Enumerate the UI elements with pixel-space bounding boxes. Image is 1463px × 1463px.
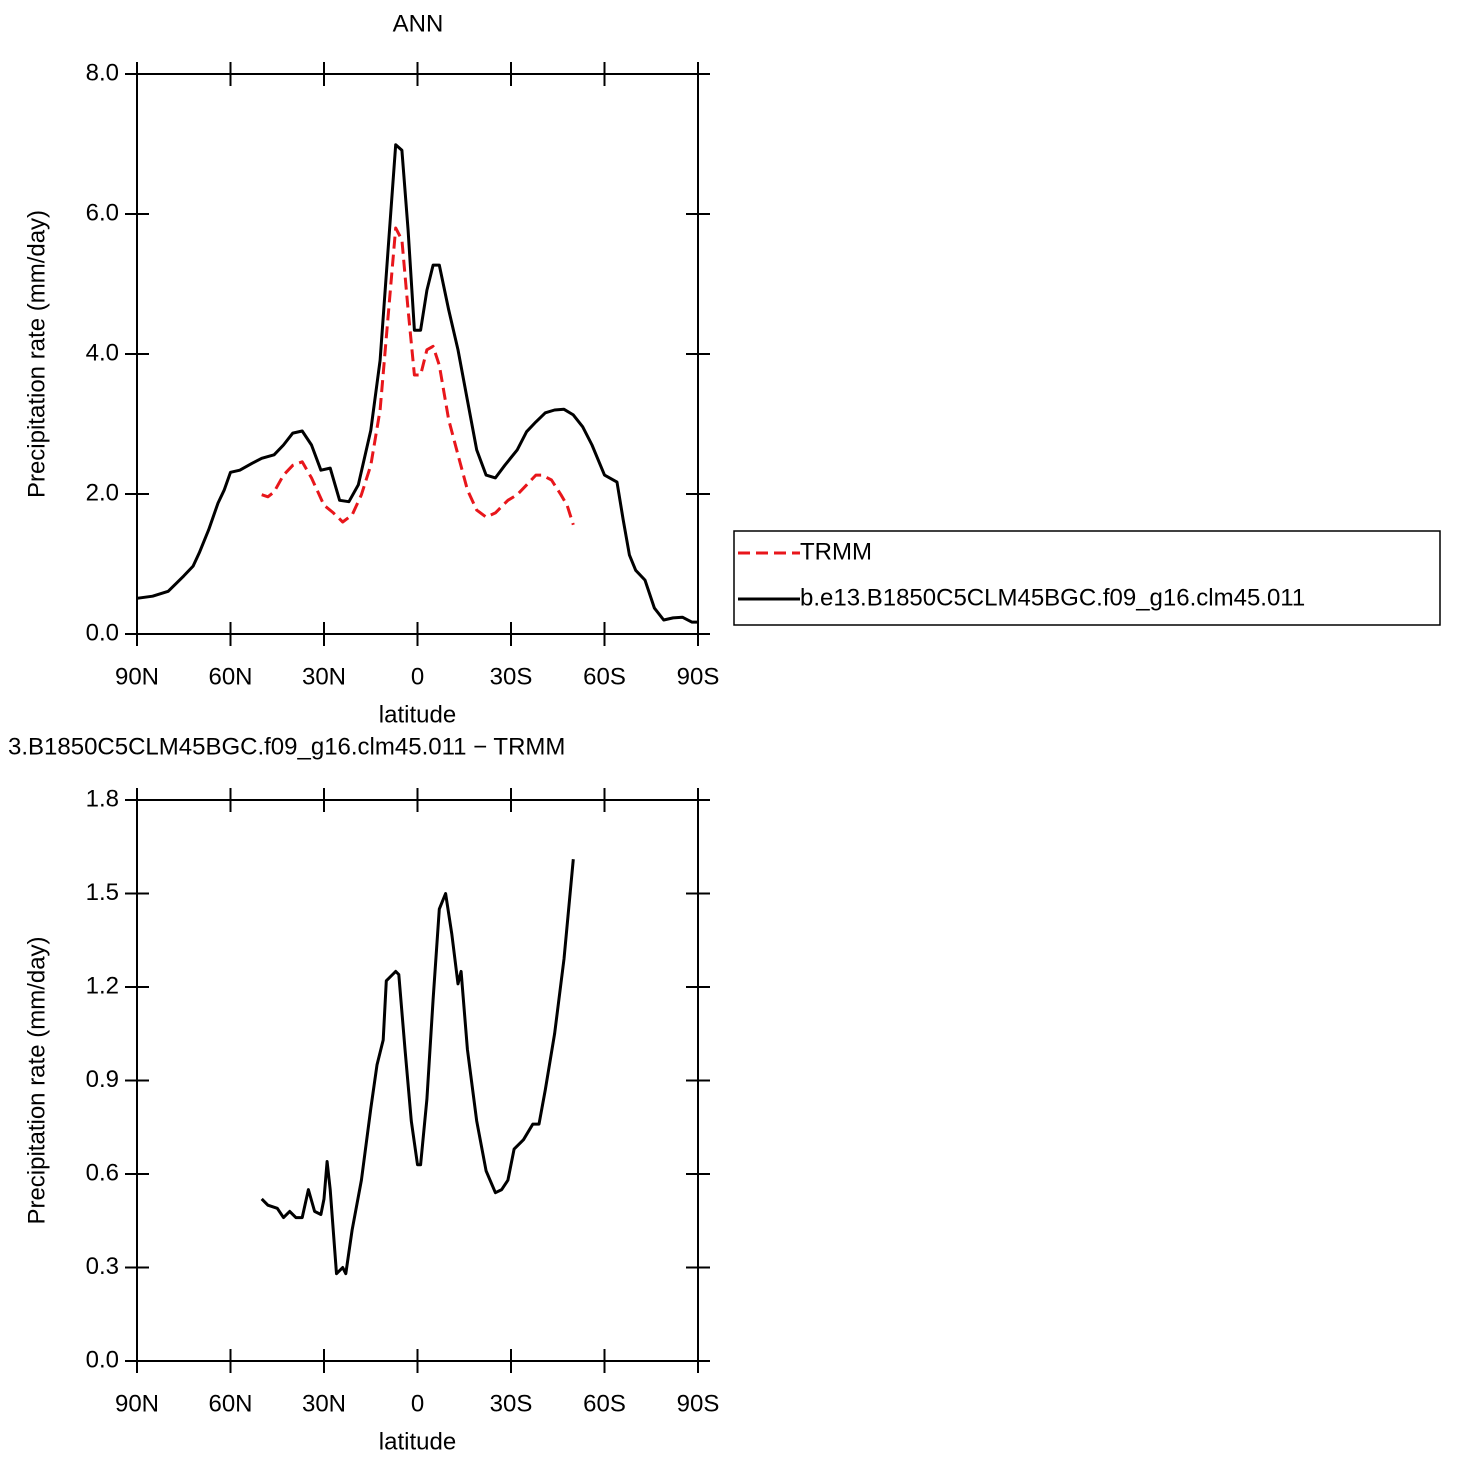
x-axis-label: latitude: [379, 701, 456, 728]
y-tick-label: 1.2: [86, 972, 119, 999]
plot-frame: [136, 73, 699, 635]
x-tick-label: 90S: [677, 663, 720, 690]
x-tick-label: 60N: [208, 1390, 252, 1417]
y-tick-label: 0.0: [86, 1346, 119, 1373]
x-tick-label: 60S: [583, 663, 626, 690]
x-tick-label: 90N: [115, 1390, 159, 1417]
x-tick-label: 0: [411, 663, 424, 690]
series-line: [261, 226, 575, 526]
y-tick-label: 0.0: [86, 619, 119, 646]
x-tick-label: 60N: [208, 663, 252, 690]
legend-label: TRMM: [800, 538, 872, 565]
x-tick-label: 90N: [115, 663, 159, 690]
x-tick-label: 0: [411, 1390, 424, 1417]
x-tick-label: 90S: [677, 1390, 720, 1417]
legend-label: b.e13.B1850C5CLM45BGC.f09_g16.clm45.011: [800, 584, 1305, 611]
x-tick-label: 30S: [490, 1390, 533, 1417]
chart-title: ANN: [393, 10, 444, 37]
x-tick-label: 30S: [490, 663, 533, 690]
y-tick-label: 8.0: [86, 59, 119, 86]
y-axis-label: Precipitation rate (mm/day): [23, 210, 50, 498]
y-tick-label: 0.9: [86, 1066, 119, 1093]
x-tick-label: 30N: [302, 1390, 346, 1417]
y-tick-label: 0.6: [86, 1159, 119, 1186]
y-tick-label: 2.0: [86, 479, 119, 506]
series-line: [260, 859, 575, 1276]
y-tick-label: 4.0: [86, 339, 119, 366]
x-axis-label: latitude: [379, 1428, 456, 1455]
series-line: [136, 143, 698, 624]
chart-title: 3.B1850C5CLM45BGC.f09_g16.clm45.011 − TR…: [8, 733, 565, 760]
y-tick-label: 0.3: [86, 1253, 119, 1280]
plot-frame: [136, 799, 699, 1362]
x-tick-label: 60S: [583, 1390, 626, 1417]
x-tick-label: 30N: [302, 663, 346, 690]
y-tick-label: 1.8: [86, 785, 119, 812]
y-tick-label: 1.5: [86, 879, 119, 906]
y-axis-label: Precipitation rate (mm/day): [23, 936, 50, 1224]
legend-box: [733, 530, 1441, 626]
y-tick-label: 6.0: [86, 199, 119, 226]
